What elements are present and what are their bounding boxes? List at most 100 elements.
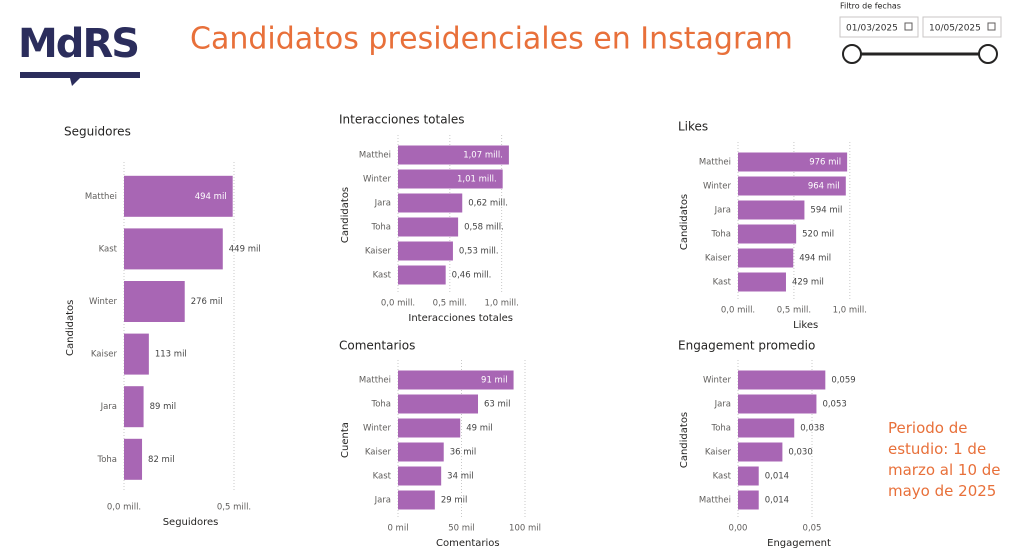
bar xyxy=(738,418,795,438)
bar xyxy=(738,466,759,486)
value-label: 594 mil xyxy=(810,206,842,216)
x-tick-label: 0,0 mill. xyxy=(107,503,141,513)
slider-handle[interactable] xyxy=(842,44,862,64)
y-axis-label: Candidatos xyxy=(340,187,351,243)
note: Periodo de estudio: 1 de marzo al 10 de … xyxy=(888,419,1001,500)
bar xyxy=(124,281,185,322)
bar xyxy=(124,175,233,217)
bar xyxy=(398,394,479,414)
note-box: Periodo de estudio: 1 de marzo al 10 de … xyxy=(888,419,1001,500)
bar xyxy=(738,224,797,244)
y-axis-label: Cuenta xyxy=(340,422,351,458)
chart-title: Comentarios xyxy=(339,339,415,353)
y-axis-label: Candidatos xyxy=(679,194,690,250)
bar xyxy=(398,370,514,390)
logo: MdRS xyxy=(18,21,138,67)
category-label: Matthei xyxy=(85,192,117,202)
x-tick-label: 50 mil xyxy=(448,524,475,534)
value-label: 0,053 xyxy=(822,400,846,410)
calendar-icon xyxy=(904,22,913,31)
bar xyxy=(124,438,143,480)
date-end[interactable]: 10/05/2025 xyxy=(929,24,981,34)
value-label: 0,58 mill. xyxy=(464,223,504,233)
category-label: Jara xyxy=(714,206,731,216)
value-label: 89 mil xyxy=(150,402,177,412)
value-label: 276 mil xyxy=(191,297,223,307)
x-tick-label: 1,0 mill. xyxy=(833,306,867,316)
category-label: Matthei xyxy=(699,496,731,506)
category-label: Winter xyxy=(363,424,392,434)
value-label: 976 mil xyxy=(809,158,841,168)
value-label: 36 mil xyxy=(450,448,477,458)
value-label: 34 mil xyxy=(447,472,474,482)
category-label: Kaiser xyxy=(365,448,392,458)
category-label: Kast xyxy=(713,472,732,482)
value-label: 449 mil xyxy=(229,244,261,254)
value-label: 29 mil xyxy=(441,496,468,506)
category-label: Winter xyxy=(89,297,118,307)
bar xyxy=(738,370,826,390)
category-label: Toha xyxy=(96,455,117,465)
filter-label: Filtro de fechas xyxy=(840,2,901,11)
value-label: 1,01 mill. xyxy=(457,175,497,185)
category-label: Winter xyxy=(703,182,732,192)
bar xyxy=(124,333,149,375)
bar xyxy=(738,248,794,268)
category-label: Toha xyxy=(370,400,391,410)
category-label: Kast xyxy=(713,278,732,288)
category-label: Matthei xyxy=(359,151,391,161)
bar xyxy=(398,145,509,165)
bar xyxy=(738,490,759,510)
chart-title: Interacciones totales xyxy=(339,113,465,127)
category-label: Matthei xyxy=(699,158,731,168)
x-tick-label: 1,0 mill. xyxy=(484,299,518,309)
x-tick-label: 0,05 xyxy=(803,524,822,534)
value-label: 429 mil xyxy=(792,278,824,288)
value-label: 494 mil xyxy=(195,192,227,202)
bar xyxy=(738,152,848,172)
bar xyxy=(398,193,463,213)
date-start-box[interactable] xyxy=(839,16,919,38)
category-label: Toha xyxy=(710,230,731,240)
category-label: Kaiser xyxy=(705,254,732,264)
value-label: 113 mil xyxy=(155,350,187,360)
x-axis-label: Interacciones totales xyxy=(408,313,513,324)
bar xyxy=(124,386,144,428)
date-end-box[interactable] xyxy=(922,16,1002,38)
bar xyxy=(124,228,223,270)
x-tick-label: 0,0 mill. xyxy=(381,299,415,309)
bar xyxy=(738,176,846,196)
category-label: Jara xyxy=(714,400,731,410)
value-label: 0,014 xyxy=(765,496,789,506)
bar xyxy=(398,418,461,438)
bar xyxy=(398,442,444,462)
category-label: Kaiser xyxy=(365,247,392,257)
bar xyxy=(738,442,783,462)
page-title: Candidatos presidenciales en Instagram xyxy=(190,22,793,57)
y-axis-label: Candidatos xyxy=(65,300,76,356)
value-label: 0,030 xyxy=(788,448,812,458)
bar xyxy=(398,169,503,189)
slider-handle[interactable] xyxy=(978,44,998,64)
category-label: Toha xyxy=(370,223,391,233)
category-label: Winter xyxy=(363,175,392,185)
value-label: 0,46 mill. xyxy=(452,271,492,281)
category-label: Jara xyxy=(100,402,117,412)
value-label: 0,62 mill. xyxy=(468,199,508,209)
bar xyxy=(398,265,446,285)
value-label: 0,53 mill. xyxy=(459,247,499,257)
category-label: Kaiser xyxy=(91,350,118,360)
bar xyxy=(398,217,459,237)
value-label: 63 mil xyxy=(484,400,511,410)
bar xyxy=(398,490,435,510)
value-label: 964 mil xyxy=(808,182,840,192)
date-start[interactable]: 01/03/2025 xyxy=(846,24,898,34)
bar xyxy=(738,272,786,292)
value-label: 494 mil xyxy=(799,254,831,264)
bar xyxy=(738,394,817,414)
logo-underline xyxy=(20,72,140,86)
y-axis-label: Candidatos xyxy=(679,412,690,468)
value-label: 1,07 mill. xyxy=(463,151,503,161)
category-label: Matthei xyxy=(359,376,391,386)
